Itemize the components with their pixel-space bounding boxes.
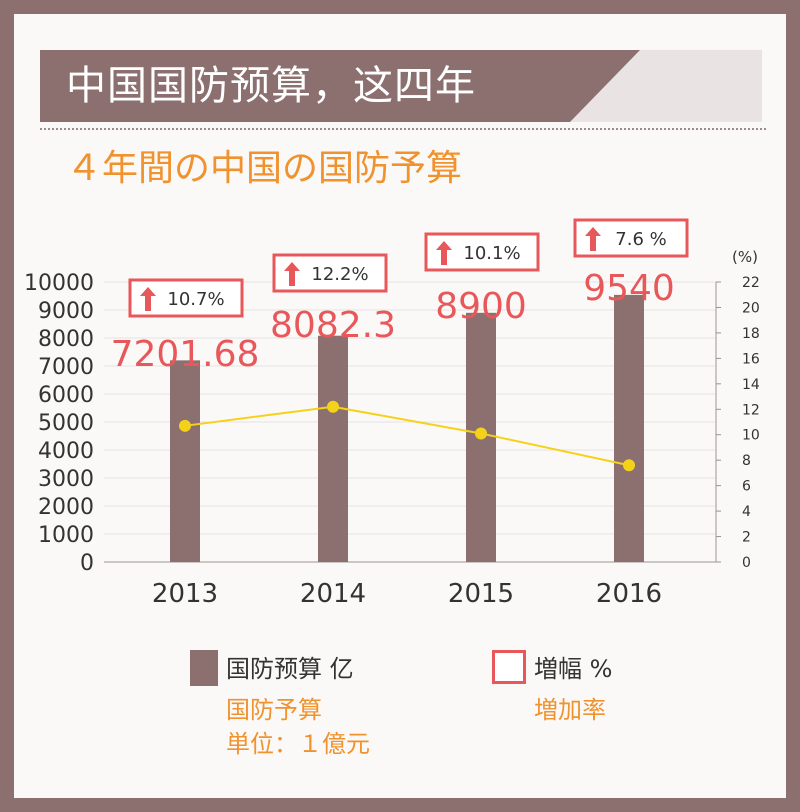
header-banner bbox=[40, 50, 762, 122]
x-tick-label: 2013 bbox=[152, 579, 218, 609]
legend-sub-growth: 増加率 bbox=[534, 696, 606, 724]
bar-value-label: 7201.68 bbox=[111, 334, 260, 375]
growth-value-label: 7.6 % bbox=[615, 229, 666, 250]
y-right-tick-label: 20 bbox=[742, 300, 760, 316]
growth-value-label: 12.2% bbox=[311, 264, 368, 285]
y-right-tick-label: 2 bbox=[742, 530, 751, 546]
y-left-tick-label: 4000 bbox=[38, 439, 94, 464]
y-left-tick-label: 9000 bbox=[38, 299, 94, 324]
y-right-unit-label: (%) bbox=[732, 248, 758, 266]
arrow-up-icon bbox=[284, 262, 300, 286]
legend-swatch-growth bbox=[492, 650, 526, 684]
legend-label-growth: 増幅 % bbox=[534, 655, 613, 683]
y-right-tick-label: 14 bbox=[742, 377, 760, 393]
y-right-tick-label: 16 bbox=[742, 351, 760, 367]
y-right-tick-label: 0 bbox=[742, 555, 751, 571]
bar bbox=[170, 360, 200, 562]
growth-point bbox=[475, 427, 487, 440]
arrow-up-icon bbox=[436, 241, 452, 265]
growth-line bbox=[184, 405, 630, 467]
bar bbox=[318, 335, 348, 562]
page-title: 中国国防预算，这四年 bbox=[66, 63, 476, 109]
y-right-tick-label: 4 bbox=[742, 504, 751, 520]
growth-value-label: 10.1% bbox=[463, 243, 520, 264]
y-right-tick-label: 10 bbox=[742, 428, 760, 444]
growth-point bbox=[327, 400, 339, 413]
bar-value-label: 9540 bbox=[583, 268, 675, 309]
legend-unit-budget: 単位：１億元 bbox=[226, 730, 370, 758]
arrow-up-icon bbox=[140, 287, 156, 311]
y-left-tick-label: 5000 bbox=[38, 411, 94, 436]
page-subtitle: ４年間の中国の国防予算 bbox=[66, 148, 463, 189]
arrow-up-icon bbox=[585, 227, 601, 251]
bar-value-label: 8082.3 bbox=[270, 305, 396, 346]
y-right-tick-label: 8 bbox=[742, 453, 751, 469]
bar-value-label: 8900 bbox=[435, 286, 527, 327]
x-tick-label: 2014 bbox=[300, 579, 366, 609]
y-left-tick-label: 7000 bbox=[38, 355, 94, 380]
legend-sub-budget: 国防予算 bbox=[226, 696, 322, 724]
y-right-tick-label: 12 bbox=[742, 402, 760, 418]
growth-point bbox=[623, 459, 635, 472]
x-tick-label: 2015 bbox=[448, 579, 514, 609]
y-left-tick-label: 0 bbox=[80, 551, 94, 576]
y-left-tick-label: 3000 bbox=[38, 467, 94, 492]
legend-swatch-budget bbox=[190, 650, 218, 686]
y-right-tick-label: 22 bbox=[742, 275, 760, 291]
y-left-tick-label: 8000 bbox=[38, 327, 94, 352]
y-right-tick-label: 18 bbox=[742, 326, 760, 342]
y-left-tick-label: 1000 bbox=[38, 523, 94, 548]
bar bbox=[614, 294, 644, 562]
growth-value-label: 10.7% bbox=[167, 289, 224, 310]
y-left-tick-label: 2000 bbox=[38, 495, 94, 520]
divider bbox=[40, 128, 766, 130]
y-left-tick-label: 6000 bbox=[38, 383, 94, 408]
legend-label-budget: 国防预算 亿 bbox=[226, 655, 354, 683]
y-right-tick-label: 6 bbox=[742, 479, 751, 495]
x-tick-label: 2016 bbox=[596, 579, 662, 609]
growth-point bbox=[179, 419, 191, 432]
y-left-tick-label: 10000 bbox=[24, 271, 94, 296]
